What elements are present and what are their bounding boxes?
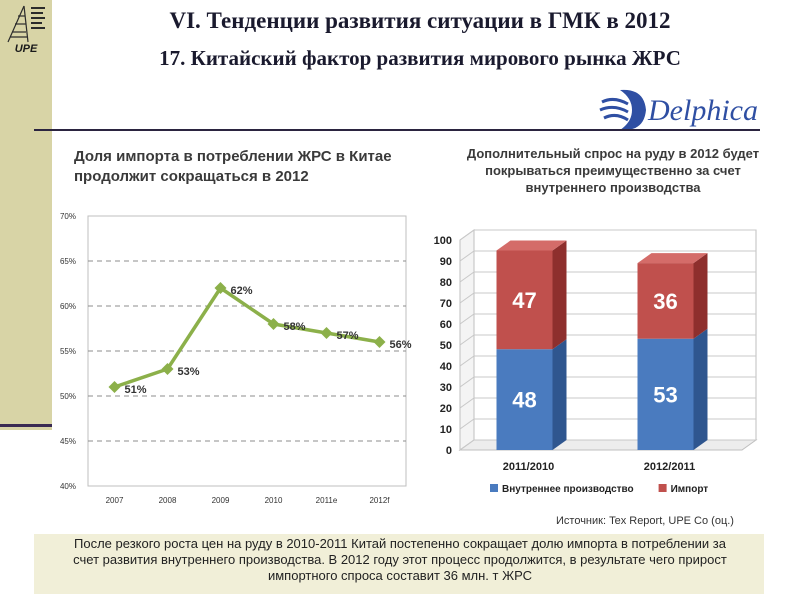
legend-swatch	[658, 484, 667, 492]
y-tick-label: 60	[440, 319, 452, 331]
x-tick-label: 2011/2010	[503, 461, 554, 473]
import-share-line-chart: 40% 45% 50% 55% 60% 65% 70% 2007 2008 2009 2010 201…	[60, 212, 412, 505]
y-tick-label: 45%	[60, 437, 76, 446]
legend-swatch	[490, 484, 498, 492]
slide-title: VI. Тенденции развития ситуации в ГМК в …	[169, 8, 671, 33]
y-tick-label: 70	[440, 298, 452, 310]
bar-top	[637, 253, 708, 264]
data-point	[108, 381, 121, 393]
brand-text: Delphica	[647, 94, 758, 127]
slide-subtitle: 17. Китайский фактор развития мирового р…	[159, 46, 681, 70]
series-line	[113, 286, 380, 389]
bar-segment	[637, 263, 694, 339]
bar-value-label: 36	[653, 289, 677, 314]
source-note: Источник: Tex Report, UPE Co (оц.)	[556, 515, 734, 527]
gridline	[459, 229, 756, 241]
data-point	[320, 327, 333, 339]
y-tick-label: 50	[440, 340, 452, 352]
x-tick-label: 2010	[265, 496, 283, 505]
logo-text: UPE	[15, 43, 38, 54]
bar-value-label: 53	[653, 382, 677, 407]
bar-side	[693, 253, 708, 339]
bar-segment	[637, 338, 694, 450]
x-tick-label: 2011e	[316, 496, 338, 505]
bar-top	[496, 240, 567, 251]
y-tick-label: 40%	[60, 482, 76, 491]
delphica-logo: Delphica	[598, 82, 761, 138]
gridline	[459, 250, 756, 262]
y-tick-label: 55%	[60, 347, 76, 356]
side-divider	[0, 424, 52, 427]
data-point	[373, 336, 386, 348]
data-label: 58%	[284, 321, 306, 333]
x-tick-label: 2009	[212, 496, 230, 505]
summary-band	[34, 534, 764, 594]
header-rule	[34, 129, 760, 131]
y-tick-label: 65%	[60, 257, 76, 266]
y-tick-label: 10	[440, 424, 452, 436]
data-point	[214, 282, 227, 294]
data-label: 53%	[178, 366, 200, 378]
y-tick-label: 20	[440, 403, 452, 415]
y-tick-label: 90	[440, 256, 452, 268]
bar-segment	[496, 349, 553, 450]
bar-value-label: 47	[512, 288, 536, 313]
data-point	[161, 363, 174, 375]
bar-side	[693, 328, 708, 450]
data-point	[267, 318, 280, 330]
data-label: 57%	[337, 330, 359, 342]
y-tick-label: 0	[446, 445, 452, 457]
x-tick-label: 2012/2011	[644, 461, 695, 473]
bar-segment	[496, 250, 553, 350]
legend-label: Внутреннее производство	[502, 484, 634, 495]
demand-stacked-bar-chart: 0 10 20 30 40 50 60 70 80 90 100 48 47 2011/2010 53 36 2…	[434, 229, 758, 495]
bar-side	[552, 240, 567, 350]
legend-label: Импорт	[671, 484, 709, 495]
y-tick-label: 80	[440, 277, 452, 289]
y-tick-label: 30	[440, 382, 452, 394]
data-label: 62%	[231, 285, 253, 297]
y-tick-label: 70%	[60, 212, 76, 221]
summary-text: После резкого роста цен на руду в 2010-2…	[73, 536, 727, 583]
side-bar: UPE	[0, 0, 52, 430]
x-tick-label: 2008	[159, 496, 177, 505]
right-chart-heading: Дополнительный спрос на руду в 2012 буде…	[466, 146, 760, 195]
y-tick-label: 50%	[60, 392, 76, 401]
y-tick-label: 40	[440, 361, 452, 373]
bar-value-label: 48	[512, 388, 536, 413]
x-tick-label: 2012f	[369, 496, 390, 505]
bar-side	[552, 339, 567, 450]
y-tick-label: 100	[434, 235, 452, 247]
y-tick-label: 60%	[60, 302, 76, 311]
upe-logo: UPE	[2, 2, 50, 54]
data-label: 56%	[390, 339, 412, 351]
data-label: 51%	[125, 384, 147, 396]
left-chart-heading: Доля импорта в потреблении ЖРС в Китае п…	[74, 148, 392, 185]
x-tick-label: 2007	[106, 496, 124, 505]
